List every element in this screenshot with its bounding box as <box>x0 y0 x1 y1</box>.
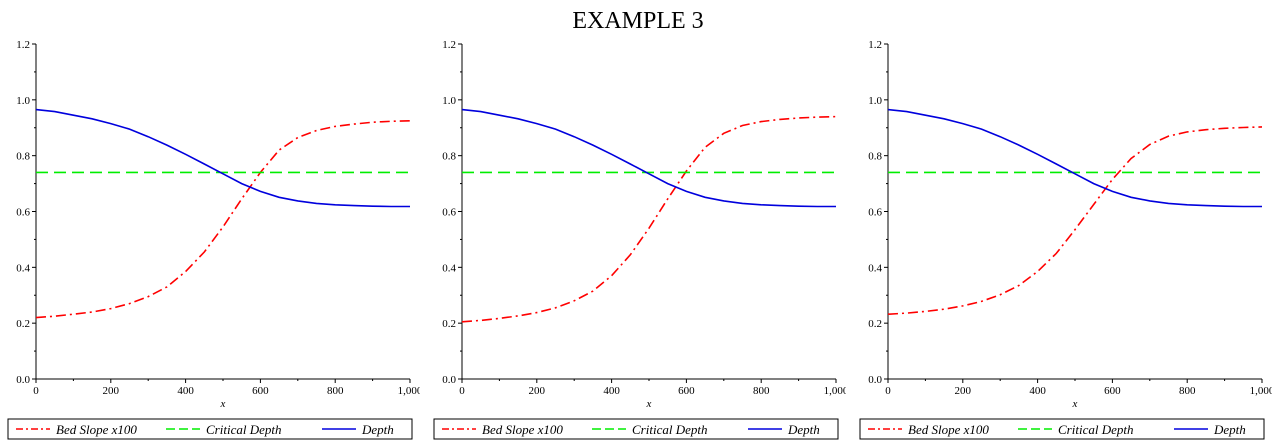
series-line-bed-slope-x100 <box>35 120 411 319</box>
y-tick-label: 1.0 <box>16 95 30 107</box>
legend-label: Critical Depth <box>1058 422 1133 437</box>
x-tick-label: 800 <box>327 385 344 397</box>
x-tick-label: 0 <box>33 385 39 397</box>
x-tick-label: 600 <box>678 385 695 397</box>
legend-label: Bed Slope x100 <box>908 422 989 437</box>
y-tick-label: 0.0 <box>868 374 882 386</box>
chart-svg-2: 0.0 0.2 0.4 0.6 0.8 1.0 1.2 0 200 400 600 800 1,000 x… <box>433 39 846 440</box>
y-tick-label: 0.4 <box>868 262 882 274</box>
chart-panel-1: 0.0 0.2 0.4 0.6 0.8 1.0 1.2 0 200 400 600 800 1,000 x… <box>0 0 420 444</box>
x-axis-label: x <box>1072 398 1078 410</box>
y-tick-label: 0.8 <box>868 151 882 163</box>
legend-label: Critical Depth <box>206 422 281 437</box>
legend-box <box>7 418 413 440</box>
legend-label: Depth <box>361 422 394 437</box>
y-tick-label: 1.0 <box>442 95 456 107</box>
y-tick-label: 0.6 <box>868 207 882 219</box>
series-line-bed-slope-x100 <box>461 115 837 323</box>
legend-label: Bed Slope x100 <box>56 422 137 437</box>
x-tick-label: 1,000 <box>1250 385 1272 397</box>
y-tick-label: 0.2 <box>16 318 30 330</box>
legend-label: Critical Depth <box>632 422 707 437</box>
x-tick-label: 800 <box>753 385 770 397</box>
y-tick-label: 0.0 <box>16 374 30 386</box>
y-tick-label: 0.6 <box>442 207 456 219</box>
legend-label: Depth <box>787 422 820 437</box>
x-tick-label: 400 <box>1029 385 1046 397</box>
x-tick-label: 200 <box>955 385 972 397</box>
x-tick-label: 0 <box>459 385 465 397</box>
x-tick-label: 1,000 <box>824 385 846 397</box>
series-line-depth <box>887 108 1262 208</box>
y-tick-label: 0.2 <box>442 318 456 330</box>
y-tick-label: 0.8 <box>16 151 30 163</box>
x-tick-label: 400 <box>603 385 620 397</box>
y-tick-label: 0.2 <box>868 318 882 330</box>
series-line-depth <box>35 108 410 208</box>
y-tick-label: 1.2 <box>16 39 30 51</box>
chart-svg-1: 0.0 0.2 0.4 0.6 0.8 1.0 1.2 0 200 400 600 800 1,000 x… <box>7 39 420 440</box>
y-tick-label: 0.8 <box>442 151 456 163</box>
chart-panel-3: 0.0 0.2 0.4 0.6 0.8 1.0 1.2 0 200 400 600 800 1,000 x… <box>852 0 1272 444</box>
y-tick-label: 0.6 <box>16 207 30 219</box>
chart-panel-2: 0.0 0.2 0.4 0.6 0.8 1.0 1.2 0 200 400 600 800 1,000 x… <box>426 0 846 444</box>
legend-box <box>433 418 839 440</box>
y-tick-label: 1.2 <box>868 39 882 51</box>
x-tick-label: 200 <box>103 385 120 397</box>
series-line-bed-slope-x100 <box>887 126 1263 315</box>
x-axis-label: x <box>646 398 652 410</box>
x-tick-label: 600 <box>252 385 269 397</box>
x-tick-label: 800 <box>1179 385 1196 397</box>
x-tick-label: 200 <box>529 385 546 397</box>
series-line-depth <box>461 108 836 208</box>
x-tick-label: 600 <box>1104 385 1121 397</box>
y-tick-label: 1.0 <box>868 95 882 107</box>
legend-label: Depth <box>1213 422 1246 437</box>
y-tick-label: 1.2 <box>442 39 456 51</box>
y-tick-label: 0.4 <box>16 262 30 274</box>
y-tick-label: 0.4 <box>442 262 456 274</box>
x-tick-label: 1,000 <box>398 385 420 397</box>
x-tick-label: 0 <box>885 385 891 397</box>
chart-svg-3: 0.0 0.2 0.4 0.6 0.8 1.0 1.2 0 200 400 600 800 1,000 x… <box>859 39 1272 440</box>
legend-label: Bed Slope x100 <box>482 422 563 437</box>
x-tick-label: 400 <box>177 385 194 397</box>
y-tick-label: 0.0 <box>442 374 456 386</box>
legend-box <box>859 418 1265 440</box>
figure-title: EXAMPLE 3 <box>572 8 704 34</box>
x-axis-label: x <box>220 398 226 410</box>
